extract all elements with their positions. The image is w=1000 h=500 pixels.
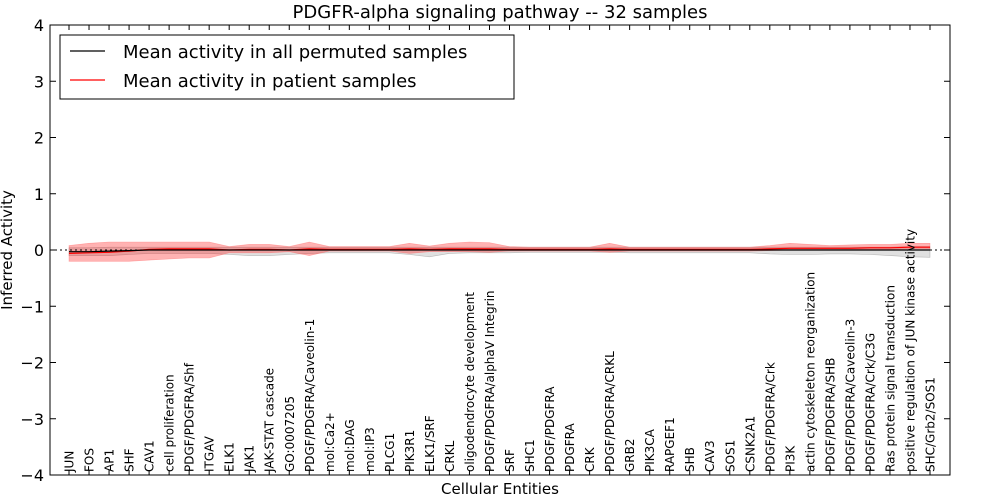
x-tick-label: PIK3R1 — [403, 430, 417, 472]
band-patient — [68, 241, 931, 262]
y-tick-label: −2 — [20, 354, 44, 373]
y-axis: −4 −3 −2 −1 0 1 2 3 4 — [20, 16, 950, 485]
x-tick-label: GO:0007205 — [283, 396, 297, 472]
x-tick-label: CRK — [583, 446, 597, 472]
x-tick-label: mol:IP3 — [363, 427, 377, 472]
legend: Mean activity in all permuted samples Me… — [59, 34, 515, 100]
legend-label-permuted: Mean activity in all permuted samples — [123, 42, 467, 63]
x-tick-label: PDGF/PDGFRA/Crk/C3G — [863, 333, 877, 472]
x-tick-label: PI3K — [783, 445, 797, 472]
x-tick-label: mol:DAG — [343, 419, 357, 472]
confidence-bands — [68, 241, 931, 262]
y-tick-label: 1 — [34, 185, 44, 204]
legend-label-patient: Mean activity in patient samples — [123, 71, 417, 92]
x-axis: JUN FOS AP1 SHF CAV1 cell proliferation PDGF/P… — [63, 25, 938, 475]
x-tick-label: SHC/Grb2/SOS1 — [924, 377, 938, 472]
x-tick-label: CRKL — [443, 440, 457, 472]
x-tick-label: SOS1 — [723, 440, 737, 472]
x-tick-label: SHF — [123, 448, 137, 472]
line-patient — [68, 246, 930, 254]
x-tick-label: GRB2 — [623, 438, 637, 472]
x-tick-label: CAV3 — [703, 440, 717, 472]
x-axis-label: Cellular Entities — [441, 480, 559, 498]
x-tick-label: cell proliferation — [163, 374, 177, 472]
y-tick-label: −4 — [20, 466, 44, 485]
x-tick-label: AP1 — [103, 449, 117, 472]
y-tick-label: −1 — [20, 297, 44, 316]
x-tick-label: PDGF/PDGFRA/Shf — [183, 362, 197, 472]
x-tick-label: PDGFRA — [563, 422, 577, 472]
y-tick-label: 2 — [34, 129, 44, 148]
x-tick-label: ITGAV — [203, 435, 217, 472]
x-tick-label: JAK-STAT cascade — [263, 368, 277, 473]
x-tick-label: positive regulation of JUN kinase activi… — [904, 229, 918, 472]
x-tick-label: JUN — [63, 451, 77, 473]
x-tick-label: SRF — [503, 449, 517, 472]
x-tick-label: CAV1 — [143, 440, 157, 472]
y-tick-label: 3 — [34, 72, 44, 91]
x-tick-label: FOS — [83, 448, 97, 472]
x-tick-label: PIK3CA — [643, 428, 657, 472]
x-tick-label: PDGF/PDGFRA/alphaV Integrin — [483, 290, 497, 472]
y-axis-label: Inferred Activity — [0, 190, 16, 310]
legend-box — [59, 34, 515, 100]
x-tick-label: PDGF/PDGFRA/Caveolin-3 — [843, 319, 857, 472]
x-tick-label: PLCG1 — [383, 433, 397, 472]
x-tick-label: SHB — [683, 447, 697, 472]
x-tick-label: CSNK2A1 — [743, 416, 757, 472]
x-tick-label: PDGF/PDGFRA/SHB — [823, 358, 837, 472]
x-tick-label: PDGF/PDGFRA/CRKL — [603, 351, 617, 472]
x-tick-label: SHC1 — [523, 439, 537, 472]
chart-title: PDGFR-alpha signaling pathway -- 32 samp… — [293, 2, 708, 23]
x-tick-label: Ras protein signal transduction — [884, 285, 898, 472]
x-tick-label: oligodendrocyte development — [463, 292, 477, 472]
y-tick-label: 0 — [34, 241, 44, 260]
x-tick-label: PDGF/PDGFRA/Caveolin-1 — [303, 319, 317, 472]
x-tick-label: actin cytoskeleton reorganization — [803, 272, 817, 472]
x-tick-label: ELK1 — [223, 442, 237, 472]
y-tick-label: −3 — [20, 410, 44, 429]
y-tick-label: 4 — [34, 16, 44, 35]
x-tick-label: ELK1/SRF — [423, 415, 437, 472]
x-tick-label: JAK1 — [243, 445, 257, 473]
x-tick-label: mol:Ca2+ — [323, 412, 337, 472]
x-tick-label: RAPGEF1 — [663, 417, 677, 472]
x-tick-label: PDGF/PDGFRA/Crk — [763, 362, 777, 472]
x-tick-label: PDGF/PDGFRA — [543, 386, 557, 472]
